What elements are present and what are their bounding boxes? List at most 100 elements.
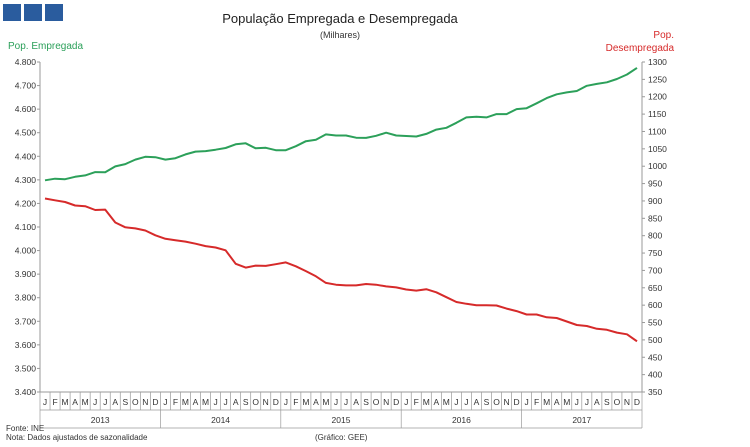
chart-subtitle: (Milhares)	[319, 30, 360, 40]
left-axis-tick-label: 3.600	[15, 340, 37, 350]
month-label: A	[474, 397, 480, 407]
right-axis-title: Pop. Desempregada	[606, 29, 674, 55]
month-label: J	[223, 397, 227, 407]
month-label: N	[503, 397, 509, 407]
month-label: A	[594, 397, 600, 407]
month-label: O	[614, 397, 621, 407]
left-axis-tick-label: 3.800	[15, 293, 37, 303]
month-label: F	[52, 397, 57, 407]
month-label: O	[132, 397, 139, 407]
right-axis-tick-label: 650	[648, 283, 662, 293]
month-label: A	[112, 397, 118, 407]
month-label: F	[293, 397, 298, 407]
month-label: J	[454, 397, 458, 407]
left-axis-tick-label: 4.700	[15, 81, 37, 91]
month-label: F	[173, 397, 178, 407]
month-label: O	[493, 397, 500, 407]
month-label: O	[373, 397, 380, 407]
month-label: S	[484, 397, 490, 407]
right-axis-tick-label: 500	[648, 335, 662, 345]
month-label: D	[273, 397, 279, 407]
right-axis-tick-label: 600	[648, 300, 662, 310]
right-axis-tick-label: 1050	[648, 144, 667, 154]
month-label: N	[624, 397, 630, 407]
month-label: J	[575, 397, 579, 407]
right-axis-tick-label: 550	[648, 318, 662, 328]
month-label: N	[142, 397, 148, 407]
left-axis-tick-label: 4.100	[15, 222, 37, 232]
left-axis-tick-label: 4.400	[15, 151, 37, 161]
left-axis-tick-label: 3.500	[15, 363, 37, 373]
right-axis-tick-label: 700	[648, 265, 662, 275]
month-label: S	[363, 397, 369, 407]
month-label: S	[122, 397, 128, 407]
month-label: M	[182, 397, 189, 407]
right-axis-tick-label: 1300	[648, 57, 667, 67]
month-label: D	[514, 397, 520, 407]
logo-block-3	[45, 4, 63, 21]
month-label: A	[433, 397, 439, 407]
month-label: S	[604, 397, 610, 407]
right-axis-title-line1: Pop.	[653, 30, 674, 41]
left-axis-tick-label: 4.200	[15, 198, 37, 208]
month-label: N	[383, 397, 389, 407]
month-label: O	[252, 397, 259, 407]
month-label: D	[634, 397, 640, 407]
month-label: M	[202, 397, 209, 407]
year-label: 2014	[211, 415, 230, 425]
right-axis-tick-label: 800	[648, 231, 662, 241]
right-axis-tick-label: 450	[648, 352, 662, 362]
right-axis-tick-label: 1100	[648, 126, 667, 136]
left-axis-tick-label: 4.800	[15, 57, 37, 67]
right-axis-tick-label: 1150	[648, 109, 667, 119]
month-label: M	[543, 397, 550, 407]
month-label: M	[443, 397, 450, 407]
logo-block-2	[24, 4, 42, 21]
logo-block-1	[3, 4, 21, 21]
month-label: A	[193, 397, 199, 407]
left-axis-tick-label: 3.900	[15, 269, 37, 279]
month-label: M	[82, 397, 89, 407]
left-axis-tick-label: 3.400	[15, 387, 37, 397]
month-label: M	[62, 397, 69, 407]
left-axis-tick-label: 4.600	[15, 104, 37, 114]
year-label: 2017	[572, 415, 591, 425]
right-axis-tick-label: 400	[648, 370, 662, 380]
right-axis-tick-label: 750	[648, 248, 662, 258]
month-label: A	[233, 397, 239, 407]
month-label: D	[152, 397, 158, 407]
month-label: J	[163, 397, 167, 407]
month-label: F	[414, 397, 419, 407]
right-axis-tick-label: 1250	[648, 74, 667, 84]
month-label: J	[585, 397, 589, 407]
month-label: J	[344, 397, 348, 407]
month-label: M	[302, 397, 309, 407]
month-label: A	[313, 397, 319, 407]
right-axis-tick-label: 950	[648, 179, 662, 189]
chart-title: População Empregada e Desempregada	[222, 11, 458, 26]
left-axis-tick-label: 4.500	[15, 128, 37, 138]
unemployed-series-line	[44, 197, 638, 343]
month-label: F	[534, 397, 539, 407]
month-label: J	[103, 397, 107, 407]
year-label: 2013	[91, 415, 110, 425]
year-label: 2015	[332, 415, 351, 425]
month-label: M	[322, 397, 329, 407]
month-label: A	[72, 397, 78, 407]
month-label: A	[554, 397, 560, 407]
source-note: Fonte: INE	[6, 424, 45, 433]
month-label: M	[563, 397, 570, 407]
credit-note: (Gráfico: GEE)	[315, 433, 368, 442]
month-label: A	[353, 397, 359, 407]
month-label: S	[243, 397, 249, 407]
adjustment-note: Nota: Dados ajustados de sazonalidade	[6, 433, 148, 442]
right-axis-tick-label: 900	[648, 196, 662, 206]
right-axis-title-line2: Desempregada	[605, 43, 674, 54]
month-label: N	[263, 397, 269, 407]
right-axis-tick-label: 850	[648, 213, 662, 223]
month-label: J	[213, 397, 217, 407]
month-label: J	[464, 397, 468, 407]
month-label: J	[334, 397, 338, 407]
employed-series-line	[44, 67, 638, 182]
